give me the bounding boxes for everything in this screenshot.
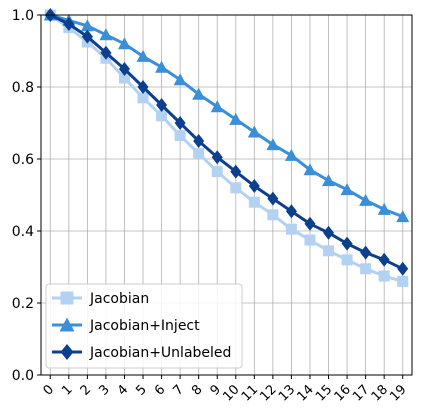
y-tick-label: 0.2 (12, 296, 34, 312)
y-tick-label: 1.0 (12, 8, 34, 24)
data-point (303, 163, 317, 176)
data-point (378, 252, 390, 267)
data-point (377, 202, 391, 215)
data-point (304, 234, 316, 246)
data-point (359, 193, 373, 206)
data-point (378, 270, 390, 282)
data-point (156, 98, 168, 112)
data-point (322, 174, 336, 187)
data-point (285, 223, 297, 235)
x-tick-label: 0 (41, 382, 57, 398)
data-point (137, 92, 149, 104)
data-point (211, 166, 223, 178)
data-point (323, 225, 335, 240)
legend-marker (60, 291, 74, 305)
data-point (210, 100, 224, 113)
data-point (341, 236, 353, 251)
y-axis-ticks: 0.0 0.2 0.4 0.6 0.8 1.0 (12, 8, 41, 384)
data-point (118, 72, 130, 84)
x-tick-label: 8 (189, 382, 205, 398)
data-point (323, 245, 335, 257)
data-point (193, 148, 205, 160)
data-point (360, 263, 372, 275)
y-tick-label: 0.4 (12, 224, 34, 240)
legend-entry: Jacobian+Unlabeled (52, 344, 231, 361)
x-tick-label: 5 (133, 382, 149, 398)
data-point (247, 125, 261, 138)
data-point (80, 19, 94, 32)
y-tick-label: 0.6 (12, 152, 34, 168)
x-tick-label: 6 (152, 382, 168, 398)
legend-label: Jacobian+Unlabeled (89, 345, 231, 361)
data-point (118, 62, 130, 76)
x-tick-label: 19 (387, 382, 409, 404)
x-tick-label: 2 (78, 382, 94, 398)
x-tick-label: 3 (96, 382, 112, 398)
data-point (137, 80, 149, 94)
series-2 (44, 8, 409, 276)
legend-label: Jacobian+Inject (89, 318, 200, 334)
series-0 (44, 9, 409, 287)
data-point (173, 73, 187, 86)
data-point (174, 116, 186, 130)
data-point (100, 45, 112, 60)
data-point (284, 148, 298, 161)
data-point (63, 17, 75, 31)
data-point (117, 37, 131, 50)
data-point (248, 196, 260, 208)
legend-marker (59, 317, 75, 332)
data-point (156, 110, 168, 122)
series-layer (43, 8, 410, 287)
data-point (174, 130, 186, 142)
legend: Jacobian Jacobian+Inject Jacobian+Unlabele… (45, 283, 243, 369)
x-tick-label: 1 (59, 382, 75, 398)
data-point (81, 29, 93, 44)
data-point (304, 216, 316, 231)
data-point (230, 182, 242, 194)
series-1 (43, 8, 410, 223)
data-point (230, 164, 242, 179)
legend-label: Jacobian (89, 291, 149, 307)
series-line (49, 13, 404, 218)
data-point (360, 245, 372, 260)
x-tick-label: 4 (115, 382, 131, 398)
legend-box (45, 283, 243, 369)
plot-frame (40, 14, 413, 376)
data-point (248, 179, 260, 193)
y-tick-label: 0.0 (12, 368, 34, 384)
data-point (99, 28, 113, 41)
data-point (397, 275, 409, 287)
data-point (136, 49, 150, 62)
data-point (155, 60, 169, 73)
data-point (340, 183, 354, 196)
data-point (193, 134, 205, 148)
legend-marker (60, 344, 74, 360)
legend-entry: Jacobian (52, 291, 149, 307)
data-point (266, 138, 280, 151)
data-point (229, 112, 243, 125)
data-point (397, 261, 409, 276)
data-point (192, 87, 206, 100)
data-point (285, 204, 297, 219)
data-point (211, 150, 223, 165)
x-tick-label: 7 (170, 382, 186, 398)
data-point (267, 209, 279, 221)
data-point (396, 210, 410, 223)
y-tick-label: 0.8 (12, 80, 34, 96)
data-point (341, 254, 353, 266)
data-point (267, 191, 279, 206)
legend-entry: Jacobian+Inject (52, 317, 200, 334)
